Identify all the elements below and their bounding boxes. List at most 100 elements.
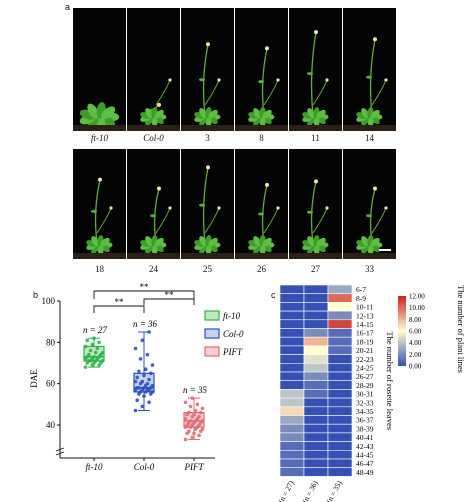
- data-point: [192, 431, 196, 436]
- rosette-leaf: [313, 115, 320, 127]
- rosette-leaf: [100, 237, 110, 247]
- data-point: [92, 336, 96, 341]
- heatmap-cell: [327, 345, 353, 355]
- heatmap-cell: [279, 449, 305, 460]
- row-label: 12-13: [356, 311, 374, 320]
- line-label: 18: [95, 264, 104, 274]
- cauline-leaf: [258, 212, 264, 216]
- data-point: [192, 412, 196, 417]
- heatmap-cell: [279, 293, 305, 303]
- data-point: [150, 390, 155, 394]
- data-point: [142, 373, 146, 378]
- soil: [343, 125, 396, 131]
- data-point: [147, 400, 151, 405]
- data-point: [138, 357, 143, 361]
- rosette-leaf: [145, 236, 153, 247]
- soil: [181, 253, 234, 259]
- n-label: n = 27: [83, 325, 108, 335]
- heatmap-cell: [279, 319, 305, 329]
- rosette-leaf: [307, 108, 315, 119]
- data-point: [183, 417, 188, 421]
- cauline-leaf: [307, 210, 313, 214]
- data-point: [183, 437, 188, 442]
- data-point: [145, 352, 150, 357]
- plant-illustration: [235, 182, 288, 259]
- heatmap-cell: [303, 293, 329, 303]
- heatmap-cell: [327, 293, 353, 303]
- heatmap-cell: [303, 354, 329, 364]
- flower: [314, 30, 318, 35]
- soil: [289, 253, 342, 259]
- data-point: [83, 365, 88, 369]
- row-label: 14-15: [356, 320, 374, 329]
- heatmap-cell: [279, 467, 305, 477]
- data-point: [188, 419, 193, 423]
- rosette-leaf: [361, 236, 369, 247]
- heatmap-cell: [279, 415, 305, 425]
- heatmap-cell: [279, 284, 305, 294]
- heatmap-cell: [279, 336, 305, 347]
- data-point: [97, 340, 101, 345]
- line-label: 25: [203, 264, 212, 274]
- rosette-leaf: [208, 237, 218, 247]
- heatmap-cell: [303, 397, 329, 408]
- flower: [276, 78, 280, 82]
- data-point: [85, 338, 89, 343]
- soil: [343, 253, 396, 259]
- data-point: [93, 350, 98, 355]
- plant-photo: [181, 149, 234, 259]
- rosette-leaf: [259, 243, 266, 255]
- flower: [168, 78, 172, 82]
- heatmap-cell: [327, 380, 353, 390]
- row-label: 18-19: [356, 337, 374, 346]
- stem: [371, 79, 387, 106]
- heatmap-cell: [303, 432, 329, 442]
- rosette-leaf: [316, 109, 326, 119]
- data-point: [135, 375, 139, 380]
- heatmap-cell: [303, 423, 329, 434]
- rosette-leaf: [307, 236, 315, 247]
- flower: [109, 206, 113, 210]
- heatmap-cell: [303, 371, 329, 381]
- legend-swatch: [204, 328, 220, 339]
- row-axis-title: The number of rosette leaves: [385, 331, 395, 430]
- heatmap-cell: [303, 319, 329, 329]
- plant-photo: [343, 8, 396, 131]
- line-label: 8: [259, 133, 264, 143]
- rosette-leaf: [145, 108, 153, 119]
- plant-photo: [343, 149, 396, 259]
- x-tick-label: Col-0: [134, 462, 155, 472]
- data-point: [183, 400, 188, 405]
- plant-photo: [73, 8, 126, 131]
- data-point: [190, 396, 195, 400]
- heatmap-cell: [327, 389, 353, 399]
- heatmap-cell: [303, 406, 329, 416]
- data-point: [140, 379, 145, 384]
- heatmap-cell: [303, 302, 329, 312]
- heatmap-cell: [327, 415, 353, 425]
- data-point: [200, 427, 205, 431]
- flower: [157, 186, 161, 191]
- soil: [235, 253, 288, 259]
- line-label: 26: [257, 264, 266, 274]
- row-label: 42-43: [356, 442, 374, 451]
- flower: [265, 182, 269, 187]
- heatmap-cell: [327, 328, 353, 338]
- rosette-leaf: [151, 243, 158, 255]
- plant-photo: [73, 149, 126, 259]
- heatmap-cell: [327, 423, 353, 434]
- line-label: Col-0: [143, 133, 164, 143]
- y-tick-label: 60: [46, 379, 56, 389]
- x-tick-label: PIFT: [184, 462, 205, 472]
- heatmap-cell: [327, 467, 353, 477]
- x-tick-label: ft-10: [86, 462, 103, 472]
- significance-label: **: [165, 290, 175, 300]
- colorbar: [398, 296, 406, 366]
- rosette-leaf: [199, 108, 207, 119]
- legend-swatch: [204, 310, 220, 321]
- line-label: 3: [205, 133, 210, 143]
- flower: [217, 78, 221, 82]
- stem: [96, 207, 112, 234]
